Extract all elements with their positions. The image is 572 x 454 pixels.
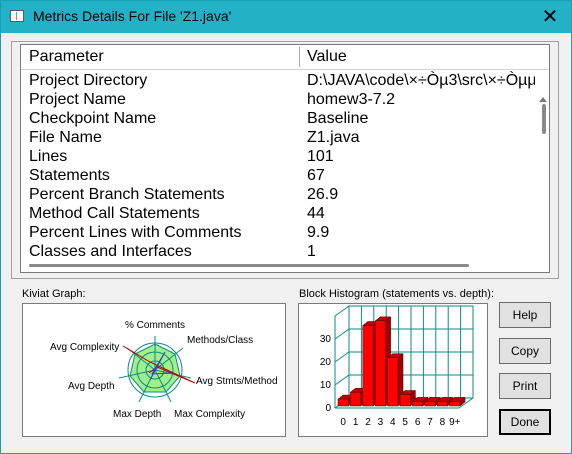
kiviat-label: Kiviat Graph: xyxy=(22,288,86,300)
histogram-bar xyxy=(449,401,461,407)
table-row[interactable]: File Name Z1.java xyxy=(21,128,546,147)
kiviat-svg: % Comments Methods/Class Avg Stmts/Metho… xyxy=(50,320,278,420)
kiviat-axis-max-depth: Max Depth xyxy=(113,409,161,420)
row-value: homew3-7.2 xyxy=(307,91,396,108)
row-parameter: Percent Lines with Comments xyxy=(29,224,242,241)
histogram-x-tick-label: 1 xyxy=(353,417,359,428)
histogram-bar xyxy=(412,401,424,407)
row-parameter: Percent Branch Statements xyxy=(29,186,225,203)
histogram-bar xyxy=(374,320,386,407)
print-button[interactable]: Print xyxy=(499,373,551,399)
histogram-x-tick-label: 6 xyxy=(415,417,421,428)
block-histogram: 0 10 20 30 0 1 2 3 4 5 6 7 8 9+ xyxy=(298,303,488,437)
kiviat-axis-max-complexity: Max Complexity xyxy=(174,409,245,420)
window-icon xyxy=(10,10,24,22)
row-parameter: Project Directory xyxy=(29,72,148,89)
table-row[interactable]: Classes and Interfaces 1 xyxy=(21,242,546,261)
histogram-bar xyxy=(436,401,448,407)
details-frame xyxy=(11,41,559,279)
scroll-up-arrow-icon[interactable] xyxy=(539,97,547,102)
histogram-y-tick-label: 30 xyxy=(320,334,332,345)
row-value: 44 xyxy=(307,205,325,222)
histogram-grid-side xyxy=(334,374,350,386)
histogram-x-tick-label: 0 xyxy=(340,417,346,428)
done-button[interactable]: Done xyxy=(499,409,551,435)
histogram-x-tick-label: 7 xyxy=(427,417,433,428)
kiviat-axis-comments: % Comments xyxy=(125,320,185,331)
histogram-label: Block Histogram (statements vs. depth): xyxy=(299,288,495,300)
kiviat-value-line xyxy=(122,345,196,384)
row-parameter: Statements xyxy=(29,167,110,184)
row-value: 101 xyxy=(307,148,334,165)
close-button[interactable]: ✕ xyxy=(541,6,559,28)
histogram-top-edge xyxy=(334,305,350,317)
title-bar[interactable]: Metrics Details For File 'Z1.java' ✕ xyxy=(1,1,571,33)
window-title: Metrics Details For File 'Z1.java' xyxy=(33,8,232,24)
kiviat-axis-avg-complexity: Avg Complexity xyxy=(50,342,119,353)
column-divider[interactable] xyxy=(299,47,300,67)
histogram-bar xyxy=(399,394,411,407)
row-value: 67 xyxy=(307,167,325,184)
histogram-grid-side xyxy=(334,328,350,340)
row-value: Baseline xyxy=(307,110,369,127)
row-parameter: Classes and Interfaces xyxy=(29,243,192,260)
histogram-x-tick-label: 3 xyxy=(378,417,384,428)
kiviat-value-line xyxy=(149,351,174,381)
histogram-y-tick-label: 0 xyxy=(325,403,331,414)
table-header: Parameter Value xyxy=(21,45,549,70)
kiviat-axis-avg-stmts: Avg Stmts/Method xyxy=(196,376,278,387)
row-value: 1 xyxy=(307,243,316,260)
table-row[interactable]: Percent Lines with Comments 9.9 xyxy=(21,223,546,242)
histogram-x-tick-label: 5 xyxy=(402,417,408,428)
table-row[interactable]: Method Call Statements 44 xyxy=(21,204,546,223)
histogram-bar xyxy=(337,398,349,407)
table-row[interactable]: Lines 101 xyxy=(21,147,546,166)
row-value: D:\JAVA\code\×÷Òµ3\src\×÷Òµµ\ xyxy=(307,72,542,89)
help-button[interactable]: Help xyxy=(499,302,551,328)
row-value: 26.9 xyxy=(307,186,339,203)
histogram-x-tick-label: 8 xyxy=(440,417,446,428)
vertical-scrollbar[interactable] xyxy=(535,70,549,260)
row-parameter: Method Call Statements xyxy=(29,205,200,222)
metrics-table[interactable]: Parameter Value Project Directory D:\JAV… xyxy=(20,44,550,273)
kiviat-graph: % Comments Methods/Class Avg Stmts/Metho… xyxy=(22,303,286,437)
histogram-x-tick-label: 2 xyxy=(365,417,371,428)
histogram-grid-side xyxy=(334,351,350,363)
row-value: Z1.java xyxy=(307,129,360,146)
histogram-y-tick-label: 20 xyxy=(320,357,332,368)
row-value: 9.9 xyxy=(307,224,330,241)
table-row[interactable]: Project Name homew3-7.2 xyxy=(21,90,546,109)
row-parameter: Project Name xyxy=(29,91,126,108)
column-header-parameter[interactable]: Parameter xyxy=(29,48,104,65)
histogram-bar xyxy=(424,401,436,407)
table-row[interactable]: Percent Branch Statements 26.9 xyxy=(21,185,546,204)
copy-button[interactable]: Copy xyxy=(499,338,551,364)
column-header-value[interactable]: Value xyxy=(307,48,347,65)
table-row[interactable]: Statements 67 xyxy=(21,166,546,185)
table-row[interactable]: Checkpoint Name Baseline xyxy=(21,109,546,128)
horizontal-scrollbar[interactable] xyxy=(21,260,549,272)
histogram-y-tick-label: 10 xyxy=(320,380,332,391)
row-parameter: Checkpoint Name xyxy=(29,110,157,127)
histogram-bar xyxy=(387,357,399,407)
histogram-x-tick-label: 9+ xyxy=(449,417,461,428)
histogram-bar xyxy=(362,325,374,407)
kiviat-axis-avg-depth: Avg Depth xyxy=(68,381,115,392)
row-parameter: File Name xyxy=(29,129,102,146)
row-parameter: Lines xyxy=(29,148,68,165)
table-row[interactable]: Project Directory D:\JAVA\code\×÷Òµ3\src… xyxy=(21,71,546,90)
horizontal-scroll-thumb[interactable] xyxy=(29,264,469,267)
histogram-x-tick-label: 4 xyxy=(390,417,396,428)
histogram-bar xyxy=(350,391,362,407)
histogram-floor-edge xyxy=(458,397,474,409)
kiviat-axis-methods-class: Methods/Class xyxy=(187,335,253,346)
vertical-scroll-thumb[interactable] xyxy=(542,104,546,134)
